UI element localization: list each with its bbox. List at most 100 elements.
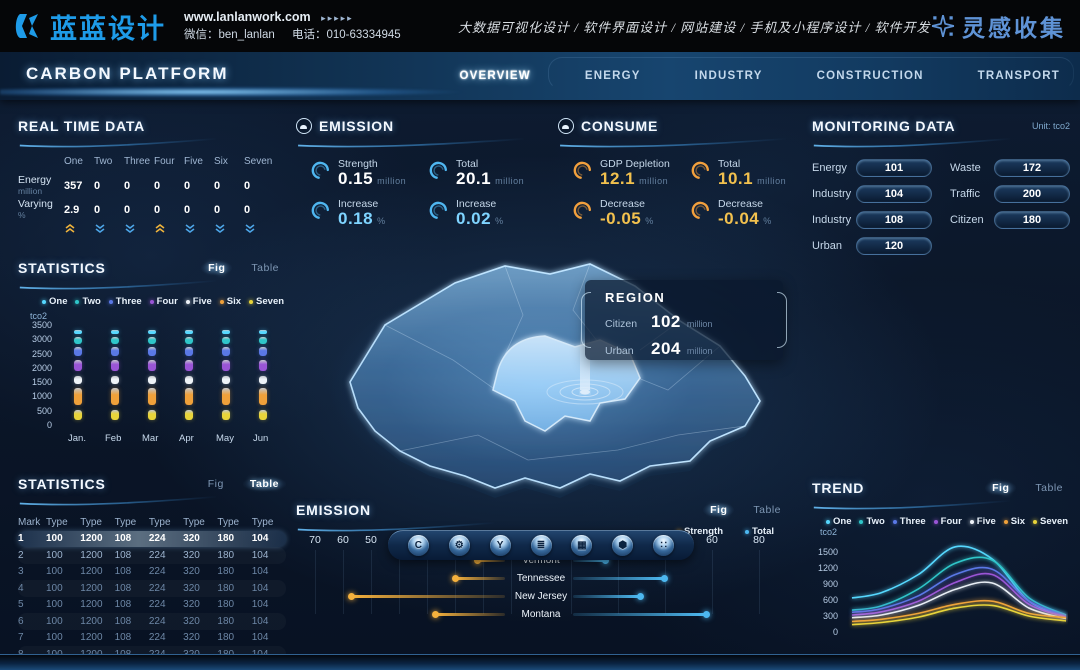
factory-icon[interactable]: ▦ bbox=[571, 535, 593, 556]
y-tick-label: 300 bbox=[822, 611, 838, 621]
stat-unit: % bbox=[645, 216, 654, 226]
y-tick-label: 600 bbox=[822, 595, 838, 606]
monitoring-item: Citizen 180 bbox=[950, 210, 1070, 230]
stat-label: Strength bbox=[338, 158, 378, 170]
table-row[interactable]: 2 100 1200 108 224 320 180 104 bbox=[18, 547, 286, 564]
bar-segment-four bbox=[259, 360, 267, 371]
gridline bbox=[511, 550, 512, 614]
trend-panel: TREND Fig Table One Two Three Four Five Six Se… bbox=[812, 478, 1073, 666]
region-map[interactable]: REGION Citizen 102 million Urban 204 million bbox=[258, 210, 818, 530]
monitoring-value-pill[interactable]: 120 bbox=[856, 237, 932, 255]
monitoring-value-pill[interactable]: 108 bbox=[856, 211, 932, 229]
monitoring-value-pill[interactable]: 101 bbox=[856, 159, 932, 177]
table-cell: 224 bbox=[148, 549, 166, 561]
table-cell: 320 bbox=[183, 615, 200, 627]
bar-segment-seven bbox=[185, 410, 193, 421]
charging-station-icon[interactable]: ≣ bbox=[530, 535, 552, 556]
title-swoosh bbox=[19, 496, 217, 506]
nav-tab-construction[interactable]: CONSTRUCTION bbox=[816, 70, 924, 82]
monitoring-value-pill[interactable]: 172 bbox=[994, 159, 1070, 177]
nav-tab-energy[interactable]: ENERGY bbox=[584, 70, 641, 82]
monitoring-label: Traffic bbox=[950, 188, 980, 200]
monitoring-value-pill[interactable]: 200 bbox=[994, 185, 1070, 203]
y-badge-icon[interactable]: Y bbox=[489, 535, 511, 556]
legend-item: Two bbox=[859, 516, 885, 527]
gear-icon[interactable]: ⚙ bbox=[448, 535, 470, 556]
table-row[interactable]: 6 100 1200 108 224 320 180 104 bbox=[18, 613, 286, 630]
table-toggle[interactable]: Table bbox=[244, 261, 286, 275]
trend-line-two bbox=[851, 556, 1067, 616]
legend-item: Four bbox=[149, 296, 178, 307]
table-row[interactable]: 5 100 1200 108 224 320 180 104 bbox=[18, 597, 286, 614]
inspiration-brand[interactable]: 灵感收集 bbox=[930, 0, 1066, 52]
legend-item: Six bbox=[1003, 516, 1025, 527]
legend-label: One bbox=[833, 516, 852, 527]
bar-segment-five bbox=[185, 376, 193, 384]
y-tick-label: 2500 bbox=[31, 348, 52, 359]
table-toggle[interactable]: Table bbox=[753, 504, 781, 516]
monitoring-label: Citizen bbox=[950, 214, 984, 226]
trend-line-three bbox=[851, 566, 1067, 617]
region-tooltip-row: Urban 204 million bbox=[605, 339, 783, 359]
bar-segment-two bbox=[222, 336, 230, 345]
strength-dot bbox=[474, 557, 482, 564]
total-dot bbox=[601, 557, 609, 564]
table-row[interactable]: 1 100 1200 108 224 320 180 104 bbox=[18, 530, 286, 547]
rt-value: 0 bbox=[154, 204, 161, 216]
table-cell: 104 bbox=[251, 615, 269, 627]
lanlan-logo[interactable]: 蓝蓝设计 bbox=[12, 7, 166, 46]
monitoring-item: Traffic 200 bbox=[950, 184, 1070, 204]
fig-toggle[interactable]: Fig bbox=[703, 503, 735, 517]
nav-tab-industry[interactable]: INDUSTRY bbox=[694, 70, 763, 82]
emission-stats: Strength 0.15 million Total 20.1 million Incre… bbox=[310, 158, 546, 230]
bar-segment-two bbox=[74, 336, 82, 345]
fig-toggle[interactable]: Fig bbox=[207, 478, 224, 490]
table-toggle[interactable]: Table bbox=[242, 477, 286, 491]
column-header: Type bbox=[80, 516, 102, 528]
monitoring-item: Waste 172 bbox=[950, 158, 1070, 178]
bar-segment-four bbox=[148, 360, 156, 371]
y-tick-label: 1500 bbox=[31, 377, 52, 388]
nut-icon[interactable]: ⬢ bbox=[612, 535, 634, 556]
total-bar bbox=[573, 577, 663, 580]
bar-segment-one bbox=[259, 329, 267, 335]
fig-toggle[interactable]: Fig bbox=[201, 261, 233, 275]
nav-tab-overview[interactable]: OVERVIEW bbox=[459, 70, 531, 82]
apps-icon[interactable]: ∷ bbox=[653, 535, 675, 556]
title-swoosh bbox=[813, 500, 1011, 510]
total-dot bbox=[660, 575, 668, 582]
legend-label: Two bbox=[82, 296, 101, 307]
monitoring-label: Waste bbox=[950, 162, 981, 174]
table-cell: 320 bbox=[183, 632, 200, 644]
stat-item: Decrease-0.05% bbox=[572, 198, 690, 230]
hexagon-c-icon[interactable]: C bbox=[407, 535, 429, 556]
legend-dot bbox=[1033, 519, 1038, 524]
legend-dot bbox=[108, 299, 113, 304]
legend-item: Seven bbox=[1033, 516, 1068, 527]
monitoring-value-pill[interactable]: 104 bbox=[856, 185, 932, 203]
column-header: Type bbox=[148, 516, 171, 528]
rt-col-header: Two bbox=[94, 156, 113, 167]
table-toggle[interactable]: Table bbox=[1035, 482, 1063, 494]
column-header: Type bbox=[252, 517, 286, 528]
category-label: Tennessee bbox=[516, 573, 566, 584]
category-label: Montana bbox=[521, 609, 561, 620]
website-url[interactable]: www.lanlanwork.com bbox=[184, 10, 311, 24]
table-row[interactable]: 4 100 1200 108 224 320 180 104 bbox=[18, 580, 286, 597]
column-header: Type bbox=[217, 516, 240, 528]
strength-bar bbox=[477, 559, 505, 562]
axis-tick: 60 bbox=[706, 534, 718, 546]
emission-panel: EMISSION Strength 0.15 million Total 20.1 mil… bbox=[296, 116, 546, 228]
rt-value: 0 bbox=[184, 204, 191, 216]
table-row[interactable]: 7 100 1200 108 224 320 180 104 bbox=[18, 630, 286, 647]
table-cell: 1200 bbox=[80, 549, 103, 561]
table-cell: 1200 bbox=[80, 632, 103, 644]
total-dot bbox=[637, 593, 645, 600]
nav-tab-transport[interactable]: TRANSPORT bbox=[977, 70, 1060, 82]
table-cell: 2 bbox=[18, 549, 24, 561]
monitoring-value-pill[interactable]: 180 bbox=[994, 211, 1070, 229]
fig-toggle[interactable]: Fig bbox=[985, 481, 1017, 495]
stat-item: Total 20.1 million bbox=[428, 158, 546, 190]
table-row[interactable]: 3 100 1200 108 224 320 180 104 bbox=[18, 564, 286, 581]
